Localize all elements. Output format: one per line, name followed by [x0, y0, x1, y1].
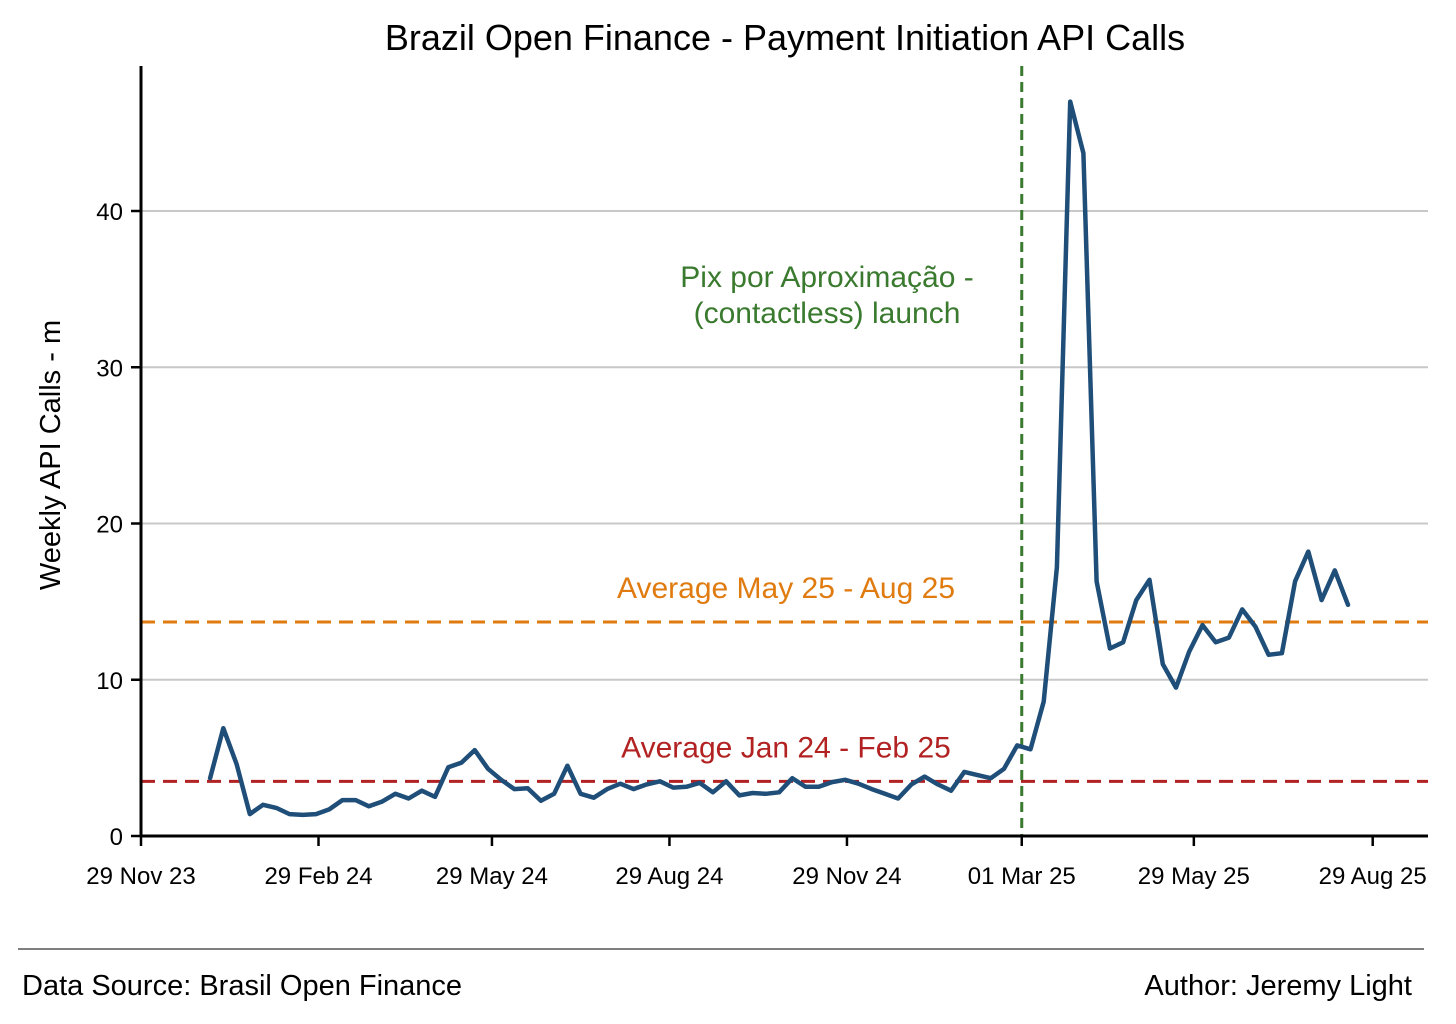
series-group — [207, 99, 1351, 818]
x-tick-label-7: 29 Aug 25 — [1319, 863, 1427, 890]
y-tick-label-20: 20 — [96, 512, 123, 539]
y-ticks: 0 10 20 30 40 — [96, 199, 141, 851]
x-tick-label-0: 29 Nov 23 — [86, 863, 195, 890]
x-tick-label-6: 29 May 25 — [1138, 863, 1250, 890]
gridlines — [141, 210, 1428, 681]
footer-divider — [18, 948, 1424, 950]
x-tick-label-4: 29 Nov 24 — [792, 863, 901, 890]
series-line-0 — [207, 99, 1351, 818]
launch-marker: Pix por Aproximação -(contactless) launc… — [680, 66, 1024, 836]
chart-canvas: Brazil Open Finance - Payment Initiation… — [35, 17, 1428, 890]
launch-label-line-1: (contactless) launch — [694, 297, 961, 330]
reference-label-1: Average Jan 24 - Feb 25 — [621, 731, 951, 764]
footer-source: Data Source: Brasil Open Finance — [22, 970, 463, 1002]
reference-lines: Average May 25 - Aug 25 Average Jan 24 - … — [141, 572, 1428, 783]
chart-title: Brazil Open Finance - Payment Initiation… — [385, 17, 1185, 58]
x-ticks: 29 Nov 23 29 Feb 24 29 May 24 29 Aug 24 29 N… — [86, 836, 1427, 890]
footer-author: Author: Jeremy Light — [1144, 970, 1412, 1002]
y-tick-label-30: 30 — [96, 355, 123, 382]
x-tick-label-2: 29 May 24 — [436, 863, 548, 890]
reference-label-0: Average May 25 - Aug 25 — [617, 572, 955, 605]
x-tick-label-1: 29 Feb 24 — [264, 863, 372, 890]
y-tick-label-40: 40 — [96, 199, 123, 226]
launch-label-line-0: Pix por Aproximação - — [680, 261, 973, 294]
axes — [139, 66, 1428, 838]
y-axis-label: Weekly API Calls - m — [35, 320, 67, 590]
y-tick-label-10: 10 — [96, 668, 123, 695]
x-tick-label-5: 01 Mar 25 — [968, 863, 1076, 890]
y-tick-label-0: 0 — [110, 824, 123, 851]
x-tick-label-3: 29 Aug 24 — [615, 863, 723, 890]
